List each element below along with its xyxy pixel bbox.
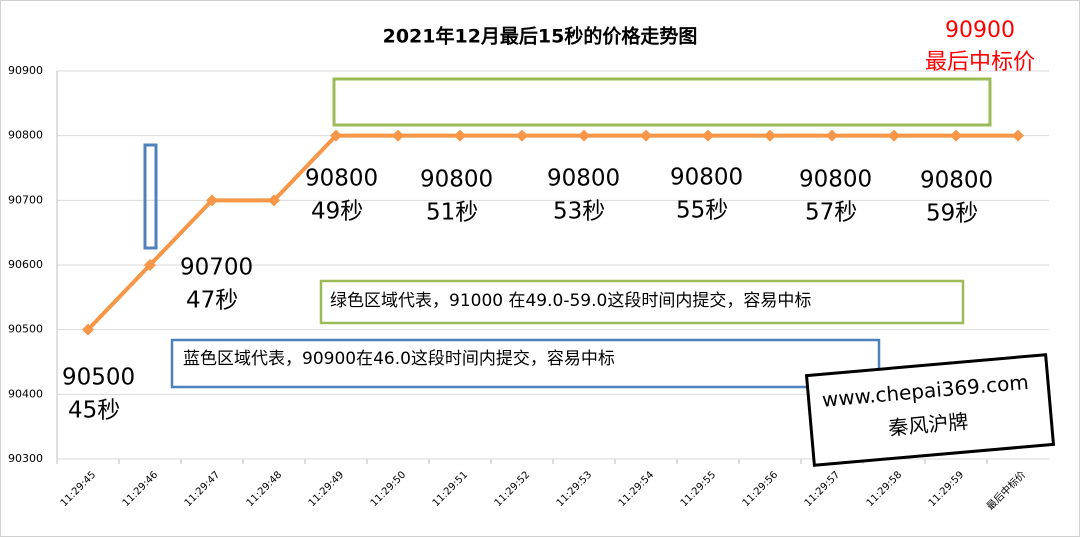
point-marker xyxy=(640,129,652,142)
series-line xyxy=(86,133,1018,332)
annotation: 59秒 xyxy=(926,201,978,227)
y-tick-label: 90400 xyxy=(8,387,43,400)
y-tick-label: 90300 xyxy=(8,452,43,465)
green-note-box xyxy=(319,279,965,325)
y-tick-label: 90600 xyxy=(8,258,43,271)
final-caption: 最后中标价 xyxy=(925,50,1035,75)
final-value: 90900 xyxy=(945,18,1015,43)
blue-region xyxy=(143,143,158,250)
point-marker xyxy=(888,129,900,142)
annotation: 90800 xyxy=(799,167,872,193)
point-marker xyxy=(144,259,156,271)
point-marker xyxy=(516,129,528,142)
annotation: 45秒 xyxy=(68,398,120,424)
point-marker xyxy=(826,129,838,142)
point-marker xyxy=(950,129,962,142)
annotation: 90800 xyxy=(920,168,993,194)
annotation: 90800 xyxy=(547,166,620,192)
point-marker xyxy=(578,129,590,142)
watermark-box xyxy=(804,353,1056,467)
annotation: 90700 xyxy=(180,255,253,281)
annotation: 55秒 xyxy=(676,198,728,224)
annotation: 90800 xyxy=(305,166,378,192)
green-note: 绿色区域代表，91000 在49.0-59.0这段时间内提交，容易中标 xyxy=(330,291,811,311)
blue-note-box xyxy=(170,338,881,389)
watermark: www.chepai369.com 秦风沪牌 xyxy=(804,353,1056,467)
point-marker xyxy=(764,129,776,142)
point-marker xyxy=(82,323,94,336)
point-marker xyxy=(392,129,404,142)
annotation: 53秒 xyxy=(553,199,605,225)
point-marker xyxy=(702,129,714,142)
blue-note: 蓝色区域代表，90900在46.0这段时间内提交，容易中标 xyxy=(183,349,615,369)
green-region xyxy=(332,77,992,127)
y-tick-label: 90900 xyxy=(8,64,43,77)
annotation: 90800 xyxy=(670,165,743,191)
point-marker xyxy=(268,194,280,207)
point-marker xyxy=(1012,129,1024,142)
chart-title: 2021年12月最后15秒的价格走势图 xyxy=(383,25,698,48)
annotation: 90800 xyxy=(420,167,493,193)
y-tick-label: 90800 xyxy=(8,129,43,142)
y-tick-label: 90700 xyxy=(8,193,43,206)
annotation: 47秒 xyxy=(186,288,238,314)
point-marker xyxy=(454,129,466,142)
annotation: 51秒 xyxy=(426,200,478,226)
point-marker xyxy=(206,194,218,207)
annotation: 57秒 xyxy=(805,200,857,226)
y-tick-label: 90500 xyxy=(8,323,43,336)
annotation: 90500 xyxy=(62,365,135,391)
annotation: 49秒 xyxy=(311,199,363,225)
point-marker xyxy=(330,129,342,142)
